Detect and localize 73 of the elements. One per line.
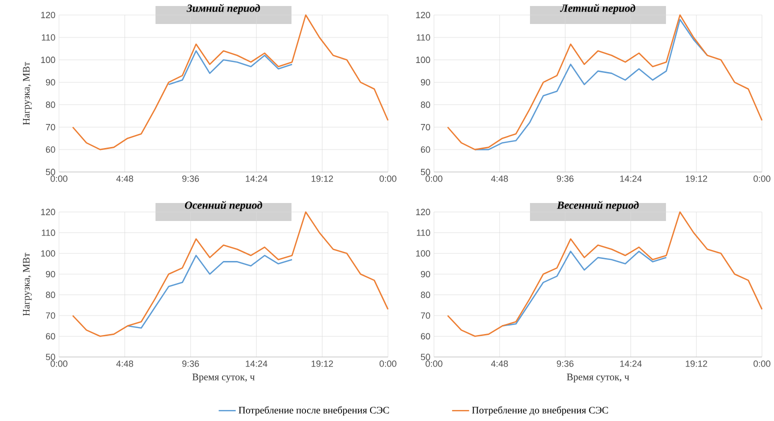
line-series: [126, 254, 293, 329]
y-tick-label: 110: [416, 34, 430, 41]
x-tick-label: 14:24: [246, 176, 268, 182]
line-series: [168, 50, 293, 86]
y-axis-title: Нагрузка, МВт: [23, 62, 32, 125]
x-tick-label: 0:00: [754, 360, 770, 367]
x-tick-label: 0:00: [380, 176, 396, 182]
y-tick-label: 50: [420, 354, 430, 360]
y-tick-label: 120: [41, 208, 56, 216]
y-tick-label: 90: [46, 79, 56, 86]
line-series: [72, 211, 389, 337]
x-tick-label: 0:00: [426, 176, 442, 182]
y-tick-label: 80: [420, 102, 430, 108]
y-tick-label: 120: [416, 208, 430, 216]
chart-title: Зимний период: [186, 4, 260, 14]
y-tick-label: 90: [420, 79, 430, 86]
y-tick-label: 100: [416, 56, 430, 64]
x-tick-label: 19:12: [686, 360, 708, 367]
y-tick-label: 110: [42, 230, 56, 236]
y-tick-label: 80: [46, 102, 56, 108]
y-tick-label: 50: [46, 168, 56, 176]
x-tick-label: 4:48: [116, 176, 134, 182]
y-tick-label: 50: [46, 354, 56, 360]
legend-label: Потребление до внебрения СЭС: [472, 406, 608, 416]
y-tick-label: 110: [42, 34, 56, 41]
x-axis-title: Время суток, ч: [566, 374, 630, 382]
x-tick-label: 0:00: [50, 176, 68, 182]
chart-title: Весенний период: [556, 200, 639, 212]
x-tick-label: 0:00: [754, 176, 770, 182]
x-tick-label: 9:36: [556, 360, 574, 367]
chart-title: Летний период: [560, 4, 636, 14]
x-tick-label: 9:36: [556, 176, 574, 182]
x-tick-label: 9:36: [182, 360, 199, 367]
y-tick-label: 120: [416, 12, 430, 18]
y-tick-label: 70: [46, 312, 56, 319]
x-axis-title: Время суток, ч: [192, 374, 255, 382]
y-tick-label: 100: [41, 56, 56, 64]
x-tick-label: 19:12: [312, 176, 333, 182]
y-tick-label: 120: [41, 12, 56, 18]
y-tick-label: 110: [416, 230, 430, 236]
x-tick-label: 19:12: [686, 176, 708, 182]
y-tick-label: 90: [420, 270, 430, 278]
x-tick-label: 0:00: [380, 360, 396, 367]
y-tick-label: 100: [41, 250, 56, 257]
y-axis-title: Нагрузка, МВт: [23, 252, 32, 316]
line-series: [446, 14, 763, 150]
y-tick-label: 60: [46, 333, 56, 340]
x-tick-label: 9:36: [182, 176, 199, 182]
y-tick-label: 60: [420, 146, 430, 153]
chart-title: Осенний период: [184, 200, 262, 212]
x-tick-label: 4:48: [491, 176, 508, 182]
x-tick-label: 0:00: [50, 360, 68, 367]
y-tick-label: 70: [420, 124, 430, 130]
x-tick-label: 4:48: [491, 360, 508, 367]
y-tick-label: 70: [420, 312, 430, 319]
y-tick-label: 90: [46, 270, 56, 278]
legend-label: Потребление после внебрения СЭС: [238, 406, 389, 416]
x-tick-label: 4:48: [116, 360, 134, 367]
line-series: [502, 250, 667, 327]
y-tick-label: 80: [420, 292, 430, 298]
line-series: [72, 14, 389, 150]
y-tick-label: 60: [420, 333, 430, 340]
y-tick-label: 50: [420, 168, 430, 176]
x-tick-label: 19:12: [312, 360, 333, 367]
x-tick-label: 14:24: [620, 176, 642, 182]
y-tick-label: 100: [416, 250, 430, 257]
y-tick-label: 60: [46, 146, 56, 153]
y-tick-label: 70: [46, 124, 56, 130]
x-tick-label: 0:00: [426, 360, 442, 367]
line-series: [446, 211, 763, 337]
x-tick-label: 14:24: [246, 360, 268, 367]
x-tick-label: 14:24: [620, 360, 642, 367]
y-tick-label: 80: [46, 292, 56, 298]
